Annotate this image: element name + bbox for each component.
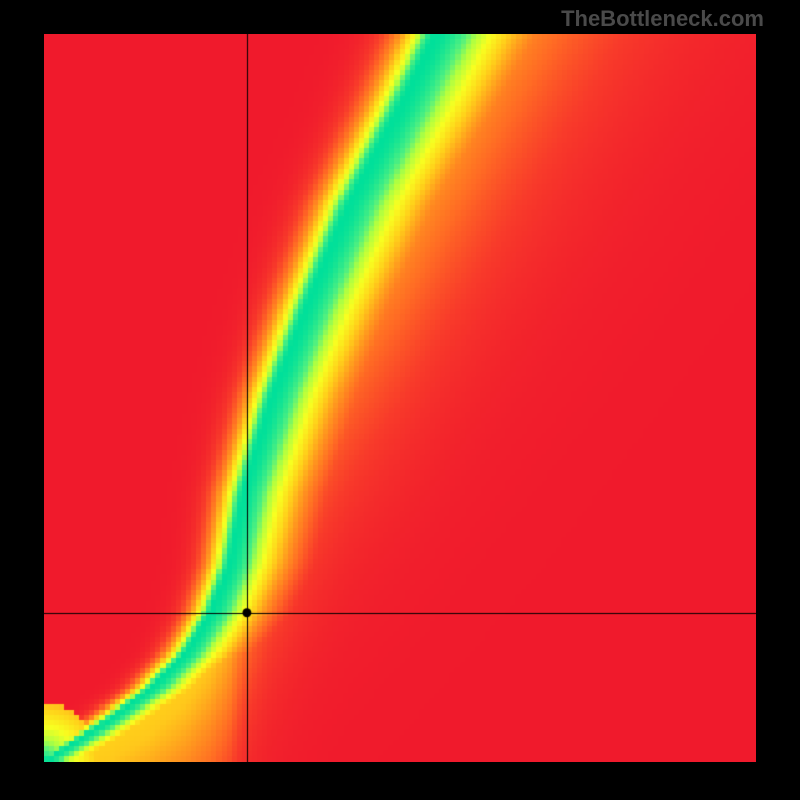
chart-container: TheBottleneck.com [0,0,800,800]
watermark-text: TheBottleneck.com [561,6,764,32]
bottleneck-heatmap [44,34,756,762]
